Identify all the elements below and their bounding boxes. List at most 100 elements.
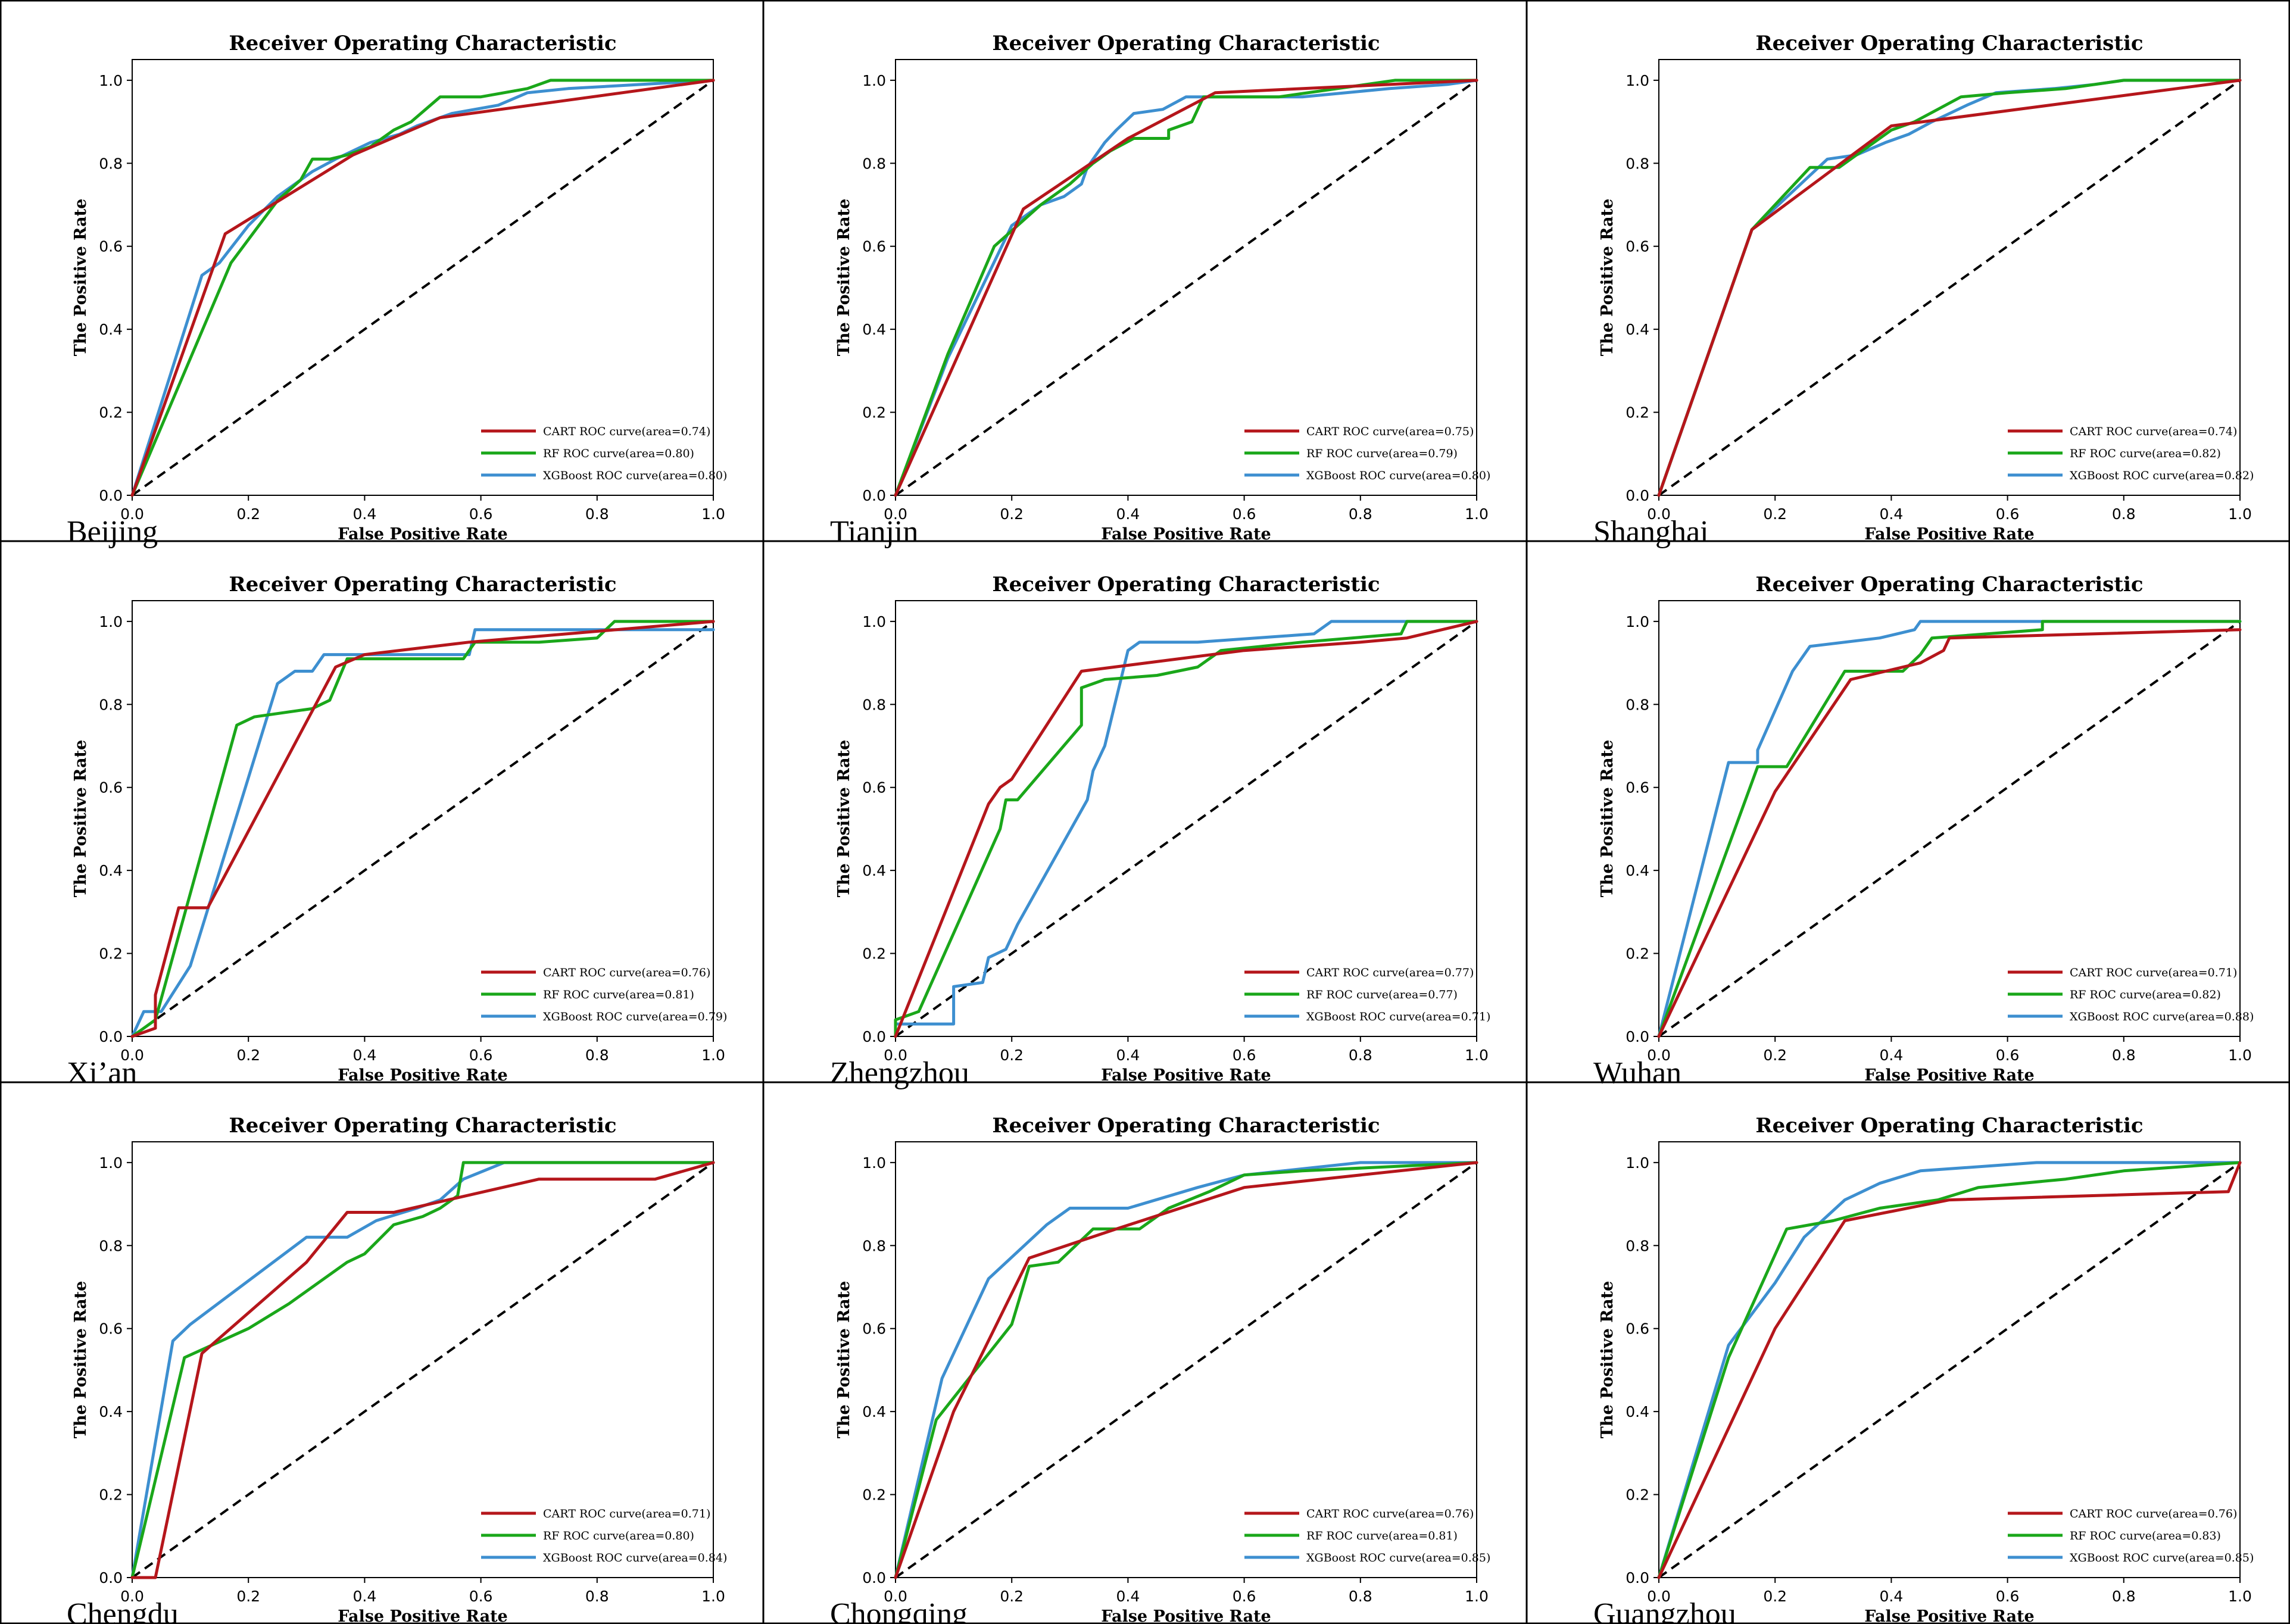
y-tick-label: 0.2 [99,945,123,963]
plot-area-frame [132,59,714,496]
legend-label-xgboost: XGBoost ROC curve(area=0.71) [1306,1010,1490,1023]
legend-label-rf: RF ROC curve(area=0.80) [543,447,694,460]
cart-roc-line [894,79,1478,497]
plot-area-frame [895,600,1477,1037]
legend-label-xgboost: XGBoost ROC curve(area=0.84) [543,1551,727,1564]
cart-roc-line [894,1161,1478,1579]
x-tick-label: 0.6 [1233,505,1256,523]
x-tick-label: 0.4 [353,505,377,523]
y-tick-label: 0.0 [1626,1028,1649,1045]
xgboost-roc-line [130,79,715,497]
y-axis-label: The Positive Rate [71,1281,90,1439]
x-tick-label: 0.0 [120,1047,144,1064]
x-axis-label: False Positive Rate [1101,1066,1271,1085]
cart-roc-line [130,79,715,497]
y-tick-label: 0.2 [99,404,123,421]
y-tick-label: 0.0 [99,1569,123,1586]
y-axis-label: The Positive Rate [1598,1281,1617,1439]
y-tick-label: 0.8 [1626,1237,1649,1254]
y-tick-label: 0.0 [1626,487,1649,504]
x-tick-label: 0.2 [236,505,260,523]
cart-roc-line [894,620,1478,1038]
city-label: Shanghai [1593,515,1709,549]
x-tick-label: 0.8 [585,505,609,523]
legend-label-xgboost: XGBoost ROC curve(area=0.80) [1306,469,1490,482]
y-tick-label: 0.8 [862,155,886,172]
city-label: Tianjin [830,515,918,549]
x-tick-label: 0.8 [2112,1588,2136,1605]
plot-area-frame [132,600,714,1037]
y-tick-label: 1.0 [862,613,886,630]
legend-label-cart: CART ROC curve(area=0.74) [2070,425,2237,438]
legend-label-rf: RF ROC curve(area=0.81) [1306,1529,1458,1542]
y-tick-label: 1.0 [1626,613,1649,630]
x-tick-label: 0.0 [884,505,907,523]
y-tick-label: 0.4 [99,1403,123,1420]
x-tick-label: 0.4 [353,1047,377,1064]
chance-diagonal-line [1658,620,2241,1038]
x-tick-label: 0.0 [1647,1047,1671,1064]
y-tick-label: 0.6 [99,779,123,797]
cart-roc-line [130,1161,715,1579]
roc-panel-tianjin: Receiver Operating Characteristic 0.00.0 0… [830,32,1490,549]
chance-diagonal-line [131,1161,715,1579]
y-tick-label: 1.0 [862,72,886,89]
x-tick-label: 0.8 [585,1588,609,1605]
x-tick-label: 0.6 [1996,505,2020,523]
y-tick-label: 0.6 [862,238,886,255]
xgboost-roc-line [130,1161,715,1579]
y-tick-label: 0.6 [99,238,123,255]
x-tick-label: 0.0 [1647,505,1671,523]
x-tick-label: 0.2 [1000,1047,1024,1064]
chance-diagonal-line [131,79,715,496]
y-tick-label: 0.0 [862,1028,886,1045]
roc-panel-wuhan: Receiver Operating Characteristic 0.0 0.0 0… [1593,573,2254,1090]
cart-roc-line [1657,1161,2242,1579]
cart-roc-line [1657,79,2242,497]
y-tick-label: 0.2 [862,945,886,963]
rf-roc-line [130,1161,715,1579]
cart-roc-line [1657,628,2242,1038]
x-tick-label: 0.0 [884,1588,907,1605]
y-tick-label: 0.2 [862,1486,886,1504]
y-tick-label: 1.0 [1626,1154,1649,1172]
y-tick-label: 0.0 [99,487,123,504]
rf-roc-line [1657,620,2242,1038]
x-tick-label: 0.6 [469,1047,493,1064]
y-tick-label: 0.4 [862,1403,886,1420]
x-tick-label: 0.6 [1233,1588,1256,1605]
legend-label-xgboost: XGBoost ROC curve(area=0.79) [543,1010,727,1023]
plot-area-frame [895,1141,1477,1578]
x-axis-label: False Positive Rate [1864,1607,2034,1624]
roc-panel-chengdu: Receiver Operating Characteristic 0.0 0.0 0… [67,1114,727,1624]
y-tick-label: 0.6 [862,779,886,797]
chart-title: Receiver Operating Characteristic [1755,573,2143,596]
y-tick-label: 0.8 [99,696,123,713]
plot-area-frame [1658,59,2241,496]
legend-label-rf: RF ROC curve(area=0.83) [2070,1529,2221,1542]
chart-title: Receiver Operating Characteristic [992,32,1380,55]
x-axis-label: False Positive Rate [338,525,507,544]
y-tick-label: 0.6 [862,1320,886,1338]
city-label: Chongqing [830,1597,968,1624]
legend-label-cart: CART ROC curve(area=0.71) [2070,966,2237,979]
roc-panel-xian: Receiver Operating Characteristic 0.0 0.0 0… [67,573,727,1090]
x-axis-label: False Positive Rate [338,1607,507,1624]
y-tick-label: 0.4 [862,321,886,338]
y-tick-label: 1.0 [99,613,123,630]
x-axis-label: False Positive Rate [338,1066,507,1085]
legend-label-cart: CART ROC curve(area=0.74) [543,425,710,438]
city-label: Wuhan [1593,1056,1681,1090]
x-tick-label: 1.0 [1465,505,1489,523]
x-tick-label: 0.8 [585,1047,609,1064]
y-tick-label: 0.8 [1626,155,1649,172]
y-tick-label: 0.4 [1626,862,1649,879]
legend-label-xgboost: XGBoost ROC curve(area=0.82) [2070,469,2254,482]
chance-diagonal-line [894,620,1478,1038]
x-tick-label: 0.2 [1000,505,1024,523]
xgboost-roc-line [894,79,1478,497]
legend-label-cart: CART ROC curve(area=0.77) [1306,966,1474,979]
x-tick-label: 1.0 [1465,1047,1489,1064]
city-label: Beijing [67,515,158,549]
x-tick-label: 0.8 [2112,505,2136,523]
